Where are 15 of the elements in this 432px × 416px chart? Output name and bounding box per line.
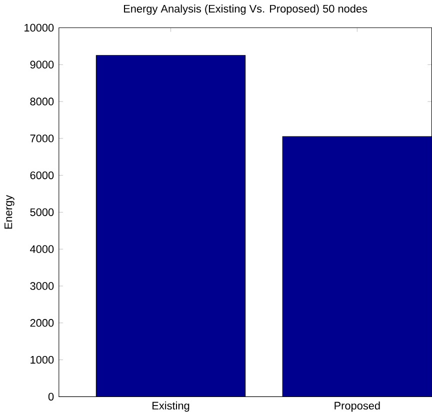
y-tick-label: 6000 [30, 171, 54, 180]
y-tick-label: 4000 [30, 245, 54, 253]
y-tick-label: 1000 [30, 356, 54, 364]
y-tick-label: 7000 [30, 134, 54, 142]
x-tick-label: Proposed [334, 401, 380, 412]
y-tick-label: 0 [48, 392, 54, 400]
x-tick-label: Existing [152, 401, 190, 412]
y-tick-label: 2000 [30, 318, 54, 327]
y-tick-label: 10000 [24, 24, 54, 32]
chart-title: Energy Analysis (Existing Vs. Proposed) 50 nodes [124, 4, 368, 15]
y-tick-label: 9000 [30, 60, 54, 68]
y-axis-title: Energy [4, 194, 14, 228]
y-tick-label: 3000 [30, 282, 54, 290]
y-tick-label: 5000 [30, 208, 54, 216]
y-tick-label: 8000 [30, 98, 54, 106]
